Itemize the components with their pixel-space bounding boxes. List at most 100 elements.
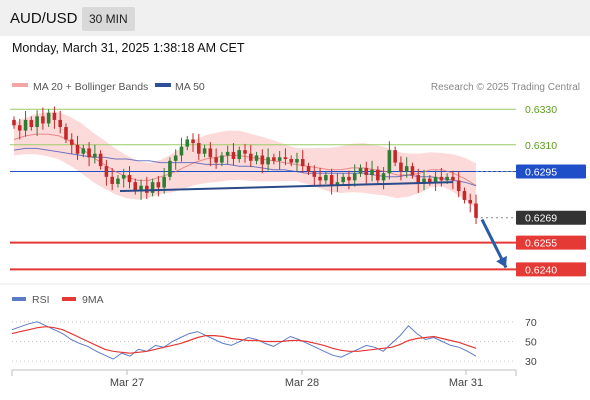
candle-body [110,176,114,184]
candle [237,146,242,163]
candle [185,135,190,151]
support-1-label: 0.6255 [525,238,557,250]
candle-body [399,162,403,172]
pivot-label-box [516,164,586,179]
candle-body [46,112,51,124]
candle-body [306,166,311,172]
candle [347,170,351,190]
candle [393,146,397,167]
candle-body [104,166,109,177]
candle-body [197,143,201,154]
candle [318,167,322,187]
candle-body [52,112,57,120]
candle-body [370,169,374,176]
forecast-arrow-head [496,255,507,268]
candle [474,194,478,224]
candle-body [329,175,334,186]
candle-body [445,176,449,181]
candle-body [335,182,340,186]
candle [306,162,311,176]
candle [81,144,86,158]
candle [87,142,91,167]
candle [127,166,132,189]
candle-body [41,116,45,124]
candle-body [116,178,120,184]
candle [156,175,161,197]
candle-body [173,155,178,161]
timeframe-button[interactable]: 30 MIN [82,7,135,31]
resistance-2-label: 0.6330 [525,104,557,116]
candle [329,168,334,195]
candle-body [150,182,155,193]
candle-body [162,176,166,188]
candle-body [376,169,380,181]
candle [295,152,299,172]
candle-body [220,155,224,163]
candle [248,144,253,168]
candle-body [347,176,351,181]
candle [266,148,270,171]
candle [410,162,415,179]
candle [208,142,213,167]
candle [133,178,138,195]
rsi-tick-label: 30 [525,356,537,368]
candle-body [139,185,143,192]
rsi-legend-label: RSI [32,294,50,306]
rsi-ma-legend-label: 9MA [82,294,104,306]
candle [17,119,22,140]
candle-body [225,151,230,156]
candle [69,133,74,154]
candle [422,169,426,191]
candle-body [404,166,409,172]
candle [243,143,247,163]
rsi-ma-legend-swatch [62,297,76,301]
rsi-panel: 70 50 30 [11,317,537,368]
candle [376,166,380,184]
ma50-legend-label: MA 50 [175,81,205,93]
candle [75,135,80,160]
candle-body [185,139,190,147]
candle-body [318,176,322,181]
candle-body [69,139,74,145]
candle-body [428,178,432,183]
candle-body [468,199,473,204]
candle-body [358,167,363,174]
candle [231,143,236,166]
candle-body [127,175,132,183]
candle-body [433,176,438,183]
candle [214,148,218,169]
candle-body [237,150,242,160]
candle [98,150,103,170]
level-labels: 0.6330 0.6310 0.6295 0.6269 0.6255 0.6240 [516,104,586,277]
candle-body [214,157,218,163]
candle-body [416,175,421,184]
candle [93,144,97,164]
candle [387,141,392,180]
candle-body [58,119,62,128]
candle-body [81,148,86,154]
candle-body [272,157,276,161]
level-lines [10,108,516,271]
candle [283,148,288,166]
candle-body [254,155,259,161]
candle-body [64,127,68,140]
candle-body [324,175,328,181]
x-tick-label: Mar 28 [285,377,319,389]
candle [225,145,230,165]
candle [52,106,57,129]
ma20-legend-swatch [12,83,28,87]
ma50-legend-swatch [155,83,171,87]
candle-body [12,119,16,126]
candle-body [439,176,444,181]
candle [12,116,16,129]
candle-body [248,153,253,161]
candle-body [87,148,91,158]
candle-body [23,119,28,131]
candle [341,173,345,186]
ma20-legend-label: MA 20 + Bollinger Bands [33,81,148,93]
candle [451,170,455,190]
candle-body [243,150,247,154]
candle-body [451,176,455,181]
candle-body [179,146,184,156]
candle [404,157,409,178]
